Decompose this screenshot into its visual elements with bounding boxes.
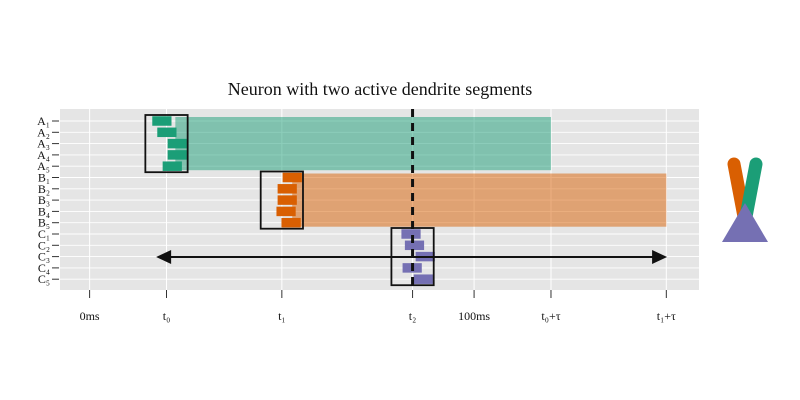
- y-tick-label: B₁: [38, 171, 50, 185]
- group-box-a: [144, 114, 189, 174]
- neuron-icon: [722, 157, 768, 242]
- y-tick-label: C₄: [38, 261, 50, 275]
- y-tick-label: B₂: [38, 182, 50, 196]
- chart-title: Neuron with two active dendrite segments: [228, 79, 532, 99]
- active-window-a: [175, 117, 551, 171]
- spike-a3: [167, 138, 187, 149]
- spike-b3: [277, 195, 297, 205]
- spike-b5: [281, 217, 301, 228]
- y-tick-label: C₂: [38, 238, 50, 252]
- y-tick-label: B₅: [38, 216, 50, 230]
- x-tick-label: t₀+τ: [541, 309, 560, 323]
- active-window-b: [292, 173, 667, 227]
- y-tick-label: B₄: [38, 204, 50, 218]
- spike-a2: [157, 127, 177, 138]
- soma-icon: [722, 203, 768, 242]
- y-tick-label: C₁: [38, 227, 50, 241]
- spike-b1: [282, 172, 302, 183]
- x-tick-label: 0ms: [80, 309, 100, 323]
- y-tick-label: B₃: [38, 193, 50, 207]
- spike-b4: [276, 206, 296, 217]
- spike-a4: [167, 150, 187, 160]
- x-tick-label: t₁+τ: [657, 309, 676, 323]
- y-tick-label: A₅: [37, 159, 50, 173]
- y-tick-label: A₁: [37, 114, 50, 128]
- spike-a1: [152, 116, 172, 126]
- spike-c1: [401, 229, 421, 239]
- y-tick-label: A₄: [37, 148, 50, 162]
- x-tick-label: t₂: [409, 309, 417, 323]
- y-tick-label: C₃: [38, 250, 50, 264]
- y-tick-label: A₂: [37, 125, 50, 139]
- spike-c2: [404, 240, 425, 251]
- spike-b2: [277, 184, 297, 194]
- group-box-b: [259, 170, 304, 230]
- arrow-head-left: [156, 250, 172, 264]
- arrow-head-right: [652, 250, 668, 264]
- x-tick-label: t₀: [163, 309, 171, 323]
- y-tick-label: A₃: [37, 137, 50, 151]
- x-tick-label: t₁: [278, 309, 286, 323]
- spike-a5: [162, 161, 182, 171]
- spike-c5: [413, 274, 433, 284]
- x-tick-label: 100ms: [458, 309, 490, 323]
- y-tick-label: C₅: [38, 272, 50, 286]
